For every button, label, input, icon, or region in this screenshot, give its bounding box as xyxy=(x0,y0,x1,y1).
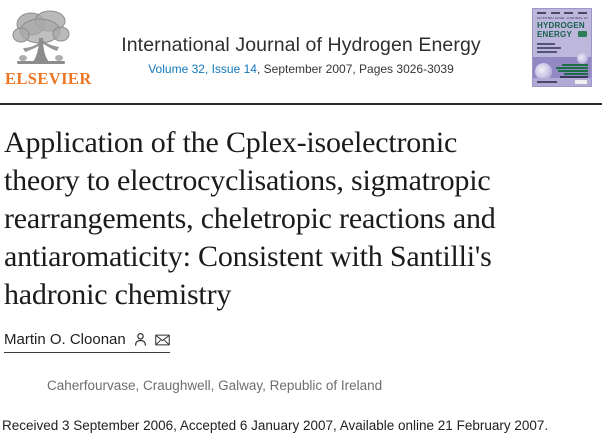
cover-sphere-graphic xyxy=(535,63,552,80)
journal-banner: ELSEVIER International Journal of Hydrog… xyxy=(0,0,602,103)
article-header: Application of the Cplex-isoelectronic t… xyxy=(0,124,602,433)
envelope-icon[interactable] xyxy=(154,334,170,346)
person-icon[interactable] xyxy=(133,332,148,347)
cover-series-line: INTERNATIONAL JOURNAL OF xyxy=(537,17,589,21)
author-link[interactable]: Martin O. Cloonan xyxy=(4,331,170,353)
cover-special-issue-line xyxy=(556,67,588,69)
cover-footer-band xyxy=(533,78,591,86)
cover-journal-title: HYDROGEN ENERGY xyxy=(537,21,585,39)
header-divider xyxy=(0,103,602,105)
journal-heading-block: International Journal of Hydrogen Energy… xyxy=(121,34,481,76)
volume-issue-link[interactable]: Volume 32, Issue 14 xyxy=(148,62,257,76)
cover-footer-badge xyxy=(575,80,587,84)
cover-microtext-line xyxy=(537,51,557,53)
cover-special-issue-line xyxy=(558,70,588,72)
cover-society-logo-icon xyxy=(578,31,587,37)
cover-special-issue-line xyxy=(562,64,588,66)
article-dates: Received 3 September 2006, Accepted 6 Ja… xyxy=(2,418,549,433)
cover-microtext-line xyxy=(537,47,561,49)
cover-editors-line xyxy=(560,76,588,78)
issue-line: Volume 32, Issue 14, September 2007, Pag… xyxy=(121,62,481,76)
journal-title-link[interactable]: International Journal of Hydrogen Energy xyxy=(121,34,481,56)
cover-special-issue-line xyxy=(564,73,588,75)
cover-artwork xyxy=(533,53,591,80)
cover-masthead-microtext xyxy=(537,12,587,14)
cover-sphere-graphic xyxy=(577,53,588,64)
article-title: Application of the Cplex-isoelectronic t… xyxy=(4,126,496,311)
author-name[interactable]: Martin O. Cloonan xyxy=(4,331,126,348)
elsevier-wordmark: ELSEVIER xyxy=(5,69,92,88)
journal-cover-thumbnail[interactable]: INTERNATIONAL JOURNAL OF HYDROGEN ENERGY xyxy=(532,8,592,87)
elsevier-logo: ELSEVIER xyxy=(5,8,92,88)
author-affiliation: Caherfourvase, Craughwell, Galway, Repub… xyxy=(47,378,383,393)
elsevier-tree-icon xyxy=(12,10,70,64)
cover-microtext-line xyxy=(537,43,555,45)
issue-date-pages: , September 2007, Pages 3026-3039 xyxy=(256,62,454,76)
cover-footer-microtext xyxy=(537,81,557,83)
